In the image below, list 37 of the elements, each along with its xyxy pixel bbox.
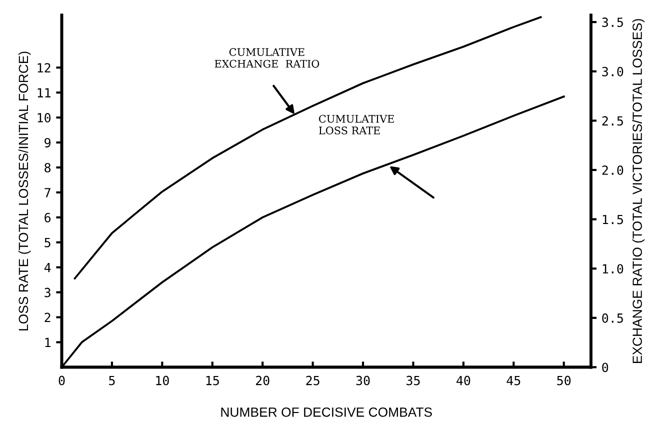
y-tick-label: 7 (44, 188, 50, 198)
x-tick-label: 35 (406, 376, 420, 386)
y2-axis-title: EXCHANGE RATIO (TOTAL VICTORIES/TOTAL LOSSES) (632, 19, 645, 364)
y2-tick-label: 1.0 (602, 264, 624, 274)
y2-tick-label: 3.0 (602, 66, 624, 76)
x-tick-label: 10 (156, 376, 169, 386)
y-tick-label: 9 (44, 138, 50, 148)
x-tick-label: 40 (456, 376, 470, 386)
annotation: CUMULATIVE LOSS RATE (319, 114, 394, 134)
line-series (74, 16, 542, 280)
y-axis-title: LOSS RATE (TOTAL LOSSES/INITIAL FORCE) (18, 52, 31, 330)
x-tick-label: 0 (58, 376, 65, 386)
y2-tick-label: 3.5 (602, 18, 623, 28)
y-tick-label: 10 (38, 113, 51, 122)
y2-tick-label: 0 (602, 362, 608, 372)
y2-tick-label: 1.5 (602, 214, 623, 224)
y-tick-label: 11 (38, 88, 50, 98)
x-axis-title: NUMBER OF DECISIVE COMBATS (221, 407, 432, 417)
y-tick-label: 4 (44, 262, 51, 272)
x-tick-label: 5 (109, 376, 115, 386)
annotation: CUMULATIVE EXCHANGE RATIO (214, 48, 320, 68)
y-tick-label: 1 (45, 338, 50, 347)
y-tick-label: 8 (44, 162, 51, 172)
x-tick-label: 30 (356, 376, 370, 386)
x-tick-label: 15 (206, 376, 219, 386)
y-tick-label: 2 (44, 312, 50, 322)
y2-tick-label: 2.0 (602, 165, 624, 175)
y2-tick-label: 0.5 (602, 313, 623, 323)
y-tick-label: 3 (44, 288, 50, 298)
x-tick-label: 45 (506, 376, 520, 386)
y-tick-label: 5 (44, 238, 50, 248)
x-tick-label: 25 (306, 376, 320, 386)
y-tick-label: 6 (44, 212, 51, 222)
y-tick-label: 12 (38, 63, 50, 72)
y2-tick-label: 2.5 (602, 116, 623, 126)
x-tick-label: 20 (256, 376, 270, 386)
x-tick-label: 50 (557, 376, 571, 386)
